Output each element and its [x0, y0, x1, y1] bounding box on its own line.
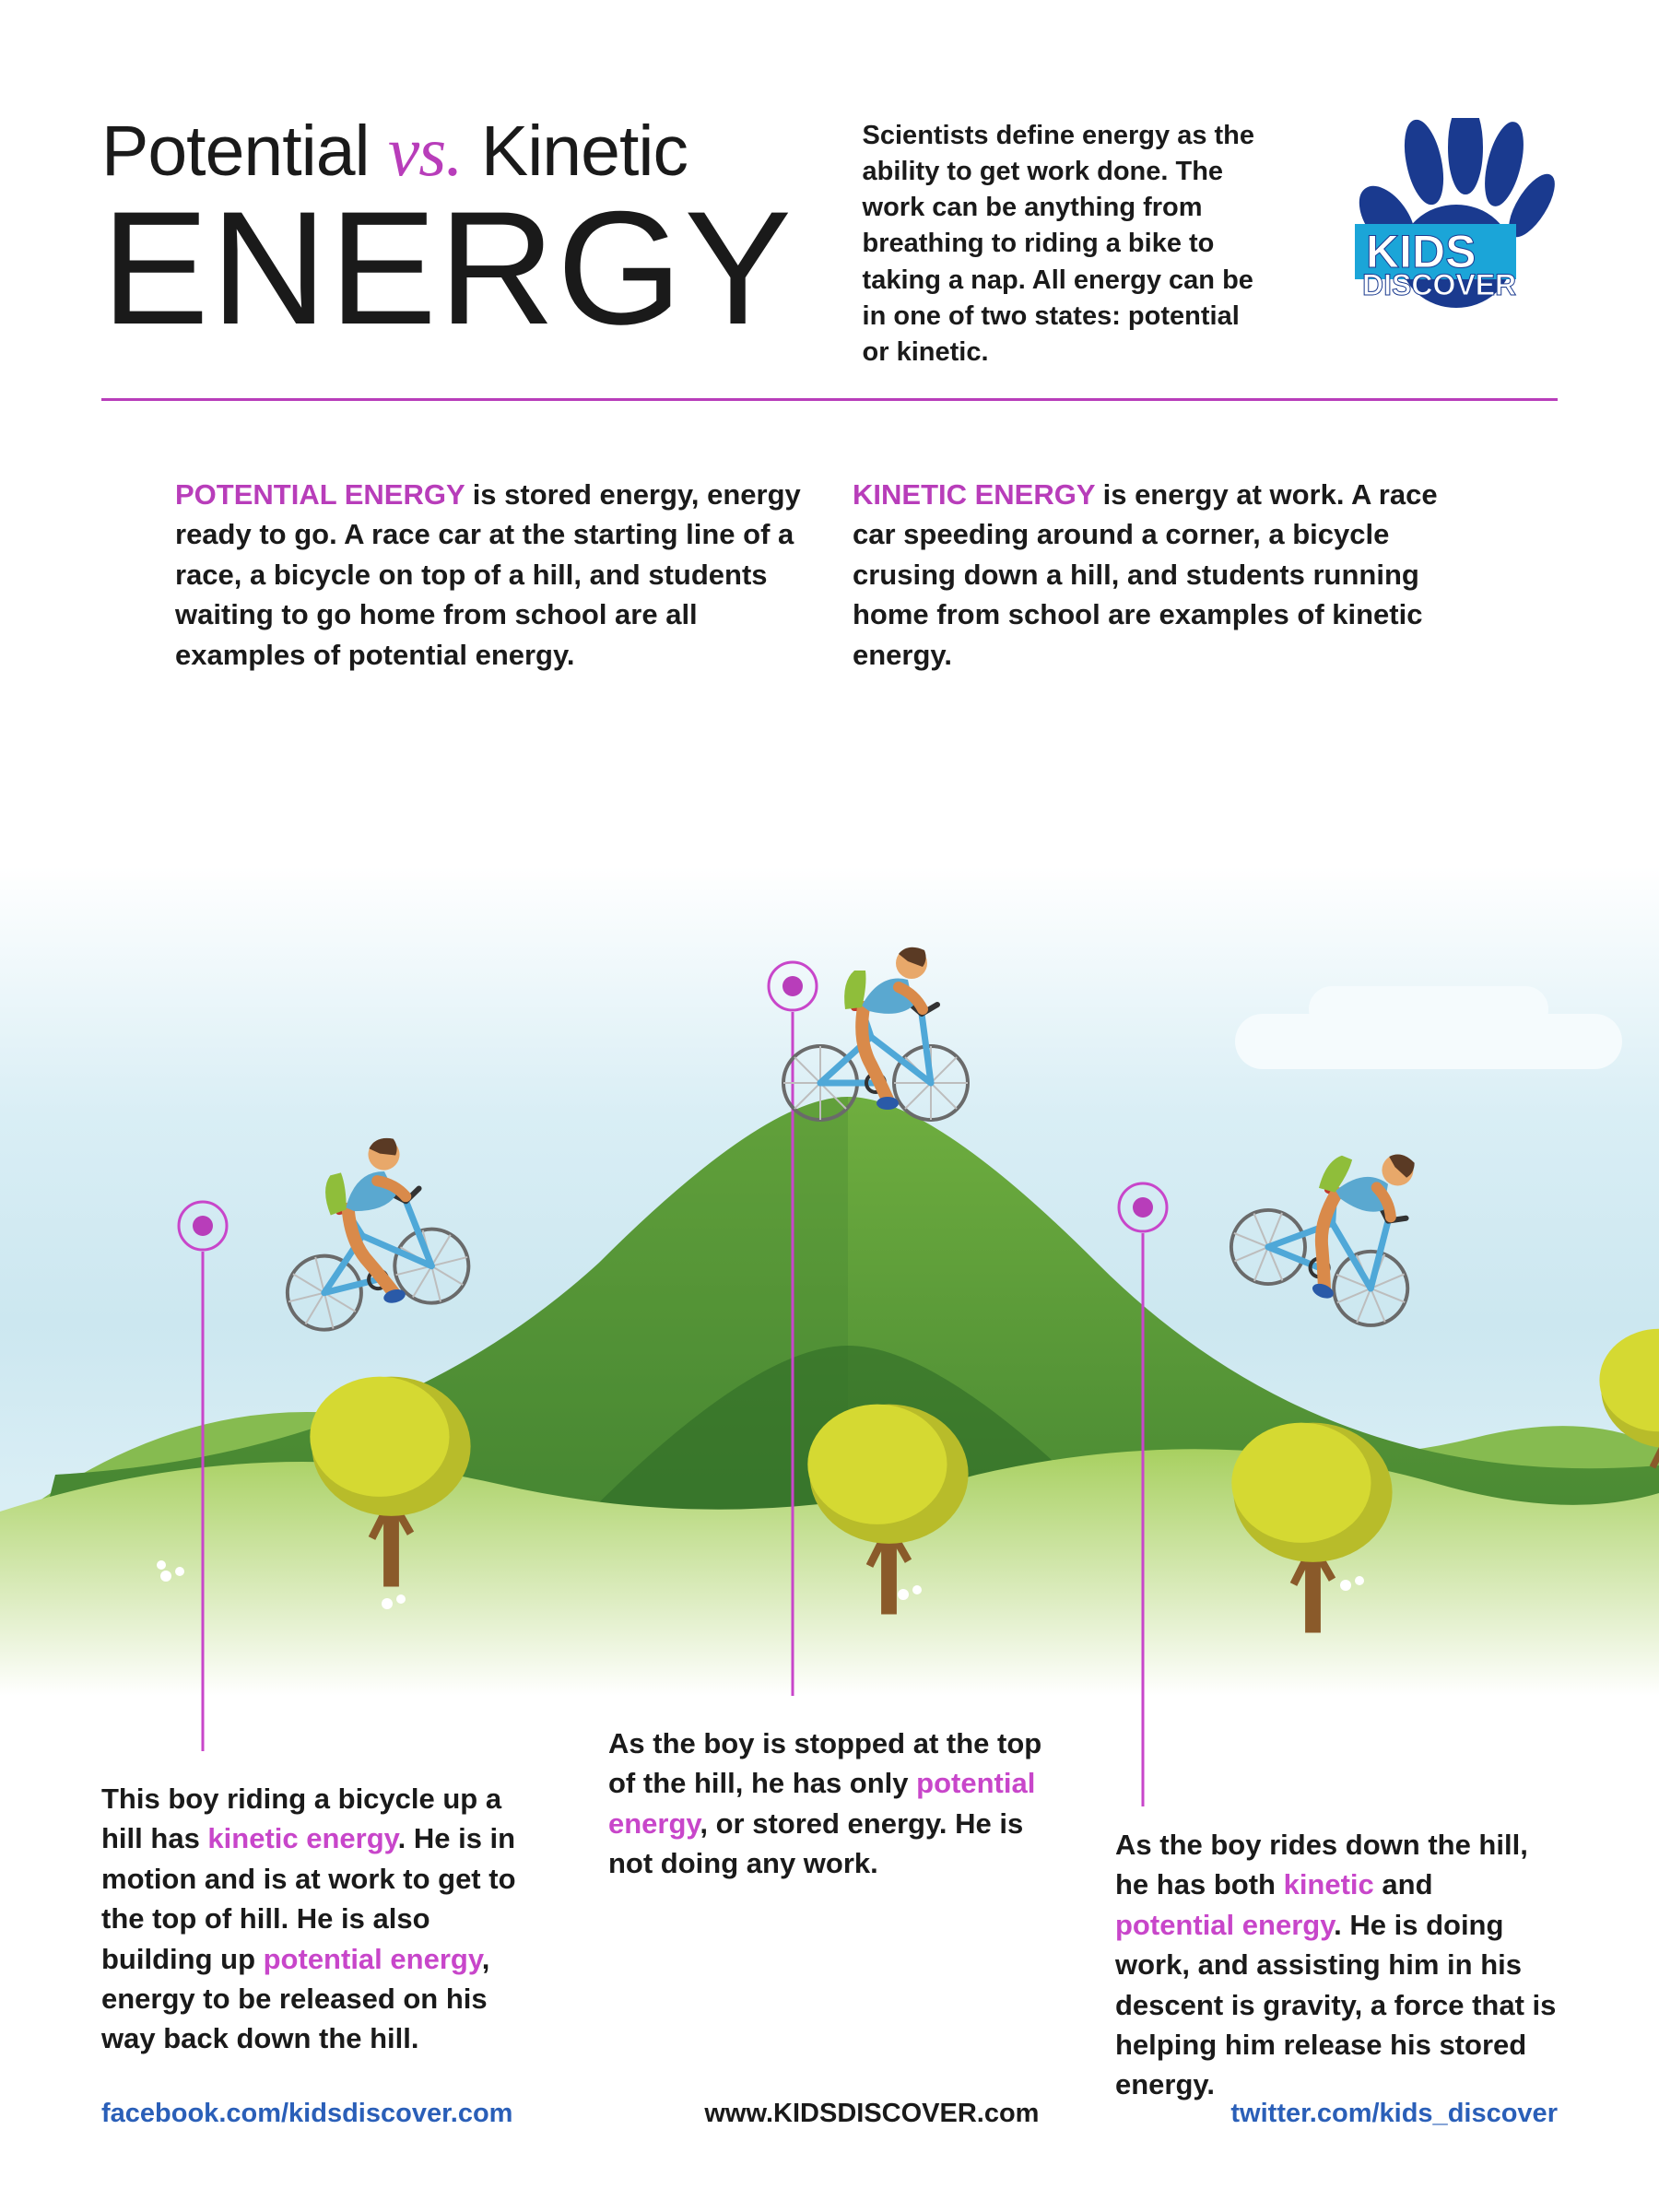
- svg-text:DISCOVER: DISCOVER: [1362, 268, 1516, 301]
- marker-icon: [1115, 1180, 1171, 1811]
- tree-icon: [304, 1364, 478, 1587]
- website-link[interactable]: www.KIDSDISCOVER.com: [704, 2099, 1039, 2129]
- tree-icon: [1594, 1318, 1659, 1509]
- tree-icon: [1594, 1318, 1659, 1513]
- footer: facebook.com/kidsdiscover.com www.KIDSDI…: [101, 2099, 1558, 2129]
- caption-highlight: kinetic: [1284, 1868, 1374, 1900]
- tree-icon: [304, 1364, 478, 1592]
- twitter-link[interactable]: twitter.com/kids_discover: [1230, 2099, 1558, 2129]
- facebook-link[interactable]: facebook.com/kidsdiscover.com: [101, 2099, 512, 2129]
- kinetic-label: KINETIC ENERGY: [853, 478, 1095, 511]
- caption-highlight: potential energy: [264, 1943, 482, 1975]
- intro-text: Scientists define energy as the ability …: [863, 111, 1268, 371]
- tree-icon: [802, 1392, 976, 1615]
- kids-discover-logo: KIDS DISCOVER: [1336, 111, 1558, 344]
- caption-text: and: [1374, 1868, 1433, 1900]
- caption-highlight: kinetic energy: [207, 1822, 397, 1854]
- potential-label: POTENTIAL ENERGY: [175, 478, 465, 511]
- tree-icon: [802, 1392, 976, 1619]
- captions: This boy riding a bicycle up a hill has …: [101, 1724, 1558, 2105]
- title-energy: ENERGY: [101, 193, 794, 346]
- tree-icon: [1226, 1410, 1400, 1638]
- caption-downhill: As the boy rides down the hill, he has b…: [1115, 1724, 1558, 2105]
- definitions: POTENTIAL ENERGY is stored energy, energ…: [101, 475, 1558, 675]
- title: Potential vs. Kinetic ENERGY: [101, 111, 794, 346]
- cyclist-icon: [770, 917, 982, 1134]
- caption-uphill: This boy riding a bicycle up a hill has …: [101, 1724, 544, 2105]
- marker-icon: [175, 1198, 230, 1756]
- tree-icon: [1226, 1410, 1400, 1633]
- divider: [101, 398, 1558, 401]
- kinetic-definition: KINETIC ENERGY is energy at work. A race…: [853, 475, 1484, 675]
- header: Potential vs. Kinetic ENERGY Scientists …: [101, 111, 1558, 371]
- hill-scene: [0, 866, 1659, 1696]
- caption-top: As the boy is stopped at the top of the …: [608, 1724, 1051, 2105]
- caption-highlight: potential energy: [1115, 1909, 1334, 1941]
- potential-definition: POTENTIAL ENERGY is stored energy, energ…: [175, 475, 806, 675]
